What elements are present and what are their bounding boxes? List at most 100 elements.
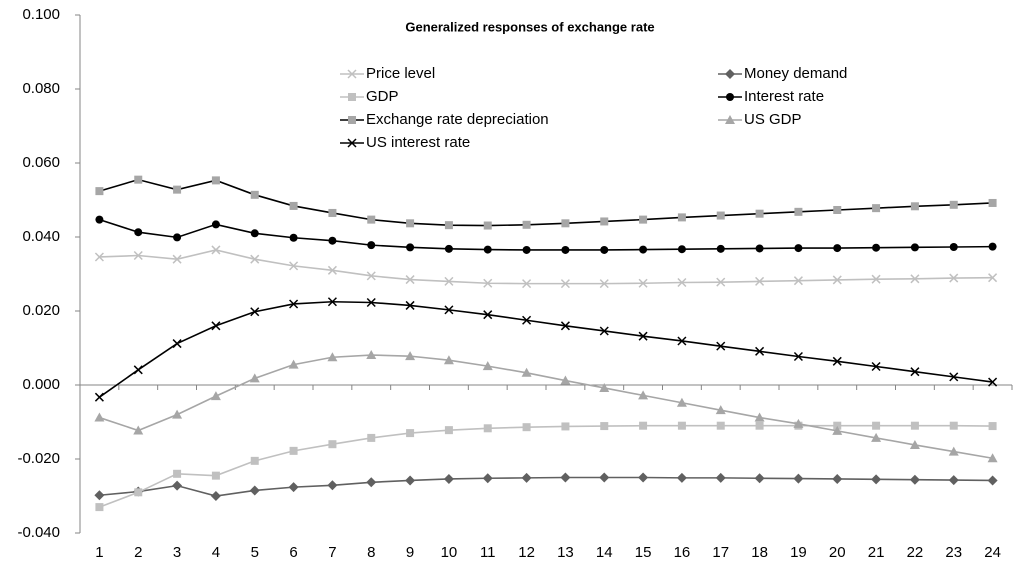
marker — [327, 352, 338, 362]
marker — [405, 275, 415, 285]
marker — [522, 220, 531, 229]
marker — [638, 390, 649, 400]
marker — [172, 409, 183, 419]
legend-label: Interest rate — [744, 88, 824, 105]
marker — [755, 244, 764, 253]
legend-label: GDP — [366, 88, 399, 105]
marker — [560, 321, 570, 331]
marker — [872, 421, 881, 430]
marker — [600, 245, 609, 254]
marker — [250, 456, 259, 465]
marker — [716, 277, 726, 287]
marker — [210, 391, 221, 401]
legend-label: Exchange rate depreciation — [366, 111, 549, 128]
marker — [522, 279, 532, 289]
marker — [716, 341, 726, 351]
x-tick-label: 1 — [95, 544, 103, 561]
marker — [561, 245, 570, 254]
marker — [94, 490, 105, 501]
marker — [444, 221, 453, 230]
y-tick-label: 0.080 — [22, 80, 60, 97]
marker — [716, 211, 725, 220]
legend-marker — [348, 93, 356, 101]
marker — [793, 418, 804, 428]
marker — [211, 245, 221, 255]
marker — [444, 426, 453, 435]
marker — [172, 339, 182, 349]
marker — [910, 274, 920, 284]
marker — [988, 242, 997, 251]
marker — [793, 351, 803, 362]
y-tick-label: 0.000 — [22, 376, 60, 393]
legend-label: Money demand — [744, 65, 847, 82]
marker — [676, 472, 687, 483]
marker — [949, 200, 958, 209]
marker — [211, 471, 220, 480]
marker — [250, 229, 259, 238]
marker — [405, 351, 416, 361]
marker — [288, 482, 299, 493]
marker — [677, 277, 687, 288]
marker — [949, 242, 958, 251]
marker — [134, 175, 143, 184]
x-tick-label: 9 — [406, 544, 414, 561]
legend-marker — [348, 116, 356, 124]
marker — [366, 350, 377, 360]
marker — [948, 446, 959, 456]
y-tick-label: -0.020 — [17, 450, 60, 467]
x-tick-label: 23 — [945, 544, 962, 561]
marker — [327, 297, 337, 307]
legend-marker — [347, 69, 357, 79]
marker — [833, 205, 842, 214]
legend-label: US GDP — [744, 111, 802, 128]
x-tick-label: 15 — [635, 544, 652, 561]
marker — [522, 315, 532, 325]
series-line — [98, 300, 993, 398]
marker — [639, 245, 648, 254]
marker — [250, 190, 259, 199]
marker — [366, 271, 376, 281]
marker — [444, 276, 454, 286]
marker — [482, 473, 493, 484]
marker — [173, 185, 182, 194]
y-tick-label: 0.020 — [22, 302, 60, 319]
marker — [211, 220, 220, 229]
series-line — [99, 218, 993, 251]
marker — [521, 472, 532, 483]
marker — [948, 475, 959, 486]
marker — [715, 472, 726, 483]
x-tick-label: 2 — [134, 544, 142, 561]
legend-marker — [347, 138, 357, 148]
marker — [367, 241, 376, 250]
marker — [133, 365, 143, 375]
marker — [95, 187, 104, 196]
marker — [832, 275, 842, 285]
marker — [483, 221, 492, 230]
x-tick-label: 14 — [596, 544, 613, 561]
series-line — [99, 178, 993, 227]
marker — [949, 421, 958, 430]
marker — [289, 299, 299, 309]
marker — [288, 359, 299, 369]
marker — [483, 245, 492, 254]
marker — [172, 480, 183, 491]
marker — [871, 432, 882, 442]
marker — [94, 252, 104, 262]
marker — [328, 208, 337, 217]
series-line — [99, 354, 993, 460]
y-tick-label: 0.040 — [22, 228, 60, 245]
marker — [600, 422, 609, 431]
marker — [210, 491, 221, 501]
marker — [988, 377, 998, 387]
legend-label: Price level — [366, 65, 435, 82]
marker — [599, 382, 610, 392]
x-tick-label: 16 — [674, 544, 691, 561]
marker — [600, 217, 609, 226]
marker — [522, 245, 531, 254]
marker — [367, 215, 376, 224]
marker — [406, 243, 415, 252]
marker — [289, 446, 298, 455]
marker — [133, 250, 143, 261]
marker — [910, 243, 919, 252]
x-tick-label: 3 — [173, 544, 181, 561]
